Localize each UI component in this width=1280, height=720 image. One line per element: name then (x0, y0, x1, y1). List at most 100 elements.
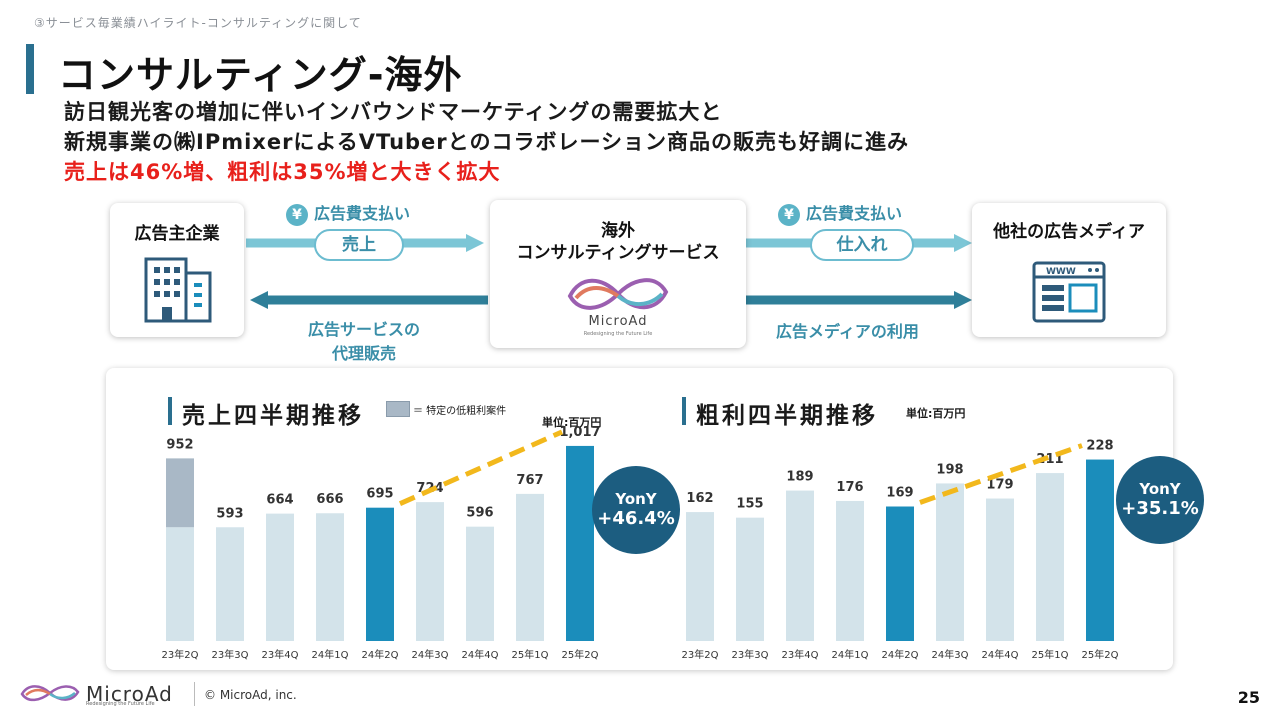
microad-logo-icon (567, 278, 669, 310)
bar-23年3Q (736, 517, 764, 641)
web-label: WWW (1046, 267, 1076, 277)
pay-label-left: ¥ 広告費支払い (286, 200, 410, 226)
bar-segment-low-margin-23年2Q (166, 458, 194, 528)
bar-23年4Q (786, 490, 814, 641)
arrow-service-head (250, 291, 268, 309)
media-use-label: 広告メディアの利用 (776, 322, 919, 341)
legend-label-low-margin: ＝ 特定の低粗利案件 (413, 406, 507, 417)
copyright: © MicroAd, inc. (204, 688, 297, 702)
bar-24年2Q (366, 507, 394, 641)
data-label-23年3Q: 593 (216, 506, 243, 521)
profit-unit: 単位:百万円 (906, 407, 966, 420)
sales-yony-value: +46.4% (597, 508, 675, 529)
bar-25年1Q (516, 493, 544, 641)
data-label-24年1Q: 666 (316, 492, 343, 507)
media-label: 他社の広告メディア (993, 222, 1145, 242)
web-page-icon: WWW (1032, 261, 1106, 323)
profit-yony-badge: YonY +35.1% (1116, 456, 1204, 544)
trend-arrow-0 (398, 429, 564, 506)
bar-25年2Q (1086, 459, 1114, 641)
sales-chart-title-bar (168, 397, 172, 425)
bar-23年2Q (686, 512, 714, 641)
data-label-23年3Q: 155 (736, 497, 763, 512)
category-label-23年3Q: 23年3Q (732, 648, 769, 661)
data-label-23年2Q: 162 (686, 491, 713, 506)
microad-logo-text: MicroAd (588, 314, 648, 329)
category-label-23年2Q: 23年2Q (682, 648, 719, 661)
category-label-24年2Q: 24年2Q (882, 648, 919, 661)
category-label-23年2Q: 23年2Q (162, 648, 199, 661)
bar-24年4Q (466, 526, 494, 641)
microad-logo-tagline: Redesigning the Future Life (583, 331, 653, 337)
data-label-25年2Q: 228 (1086, 439, 1113, 454)
title-accent-bar (26, 44, 34, 94)
arrow-sales-head (466, 234, 484, 252)
bar-25年2Q (566, 445, 594, 641)
sales-yony-label: YonY (615, 490, 657, 508)
footer-logo-tagline: Redesigning the Future Life (86, 701, 155, 707)
consulting-label-line1: 海外 (601, 221, 635, 241)
media-box: 他社の広告メディア WWW (972, 203, 1166, 337)
legend-swatch-low-margin (386, 401, 410, 417)
category-label-23年4Q: 23年4Q (782, 648, 819, 661)
advertiser-label: 広告主企業 (134, 224, 220, 244)
data-label-23年2Q: 952 (166, 437, 193, 452)
data-label-23年4Q: 664 (266, 493, 293, 508)
profit-yony-label: YonY (1139, 480, 1181, 498)
lead-line-2: 新規事業の㈱IPmixerによるVTuberとのコラボレーション商品の販売も好調… (64, 130, 910, 154)
lead-line-1: 訪日観光客の増加に伴いインバウンドマーケティングの需要拡大と (64, 100, 723, 124)
category-label-24年1Q: 24年1Q (832, 648, 869, 661)
bar-24年3Q (936, 483, 964, 641)
category-label-25年1Q: 25年1Q (1032, 648, 1069, 661)
data-label-24年4Q: 179 (986, 478, 1013, 493)
data-label-24年4Q: 596 (466, 506, 493, 521)
category-label-25年2Q: 25年2Q (1082, 648, 1119, 661)
lead-line-3: 売上は46%増、粗利は35%増と大きく拡大 (64, 160, 501, 184)
bar-24年1Q (316, 513, 344, 641)
category-label-24年4Q: 24年4Q (982, 648, 1019, 661)
page-number: 25 (1237, 688, 1260, 707)
profit-chart-title-bar (682, 397, 686, 425)
service-label: 広告サービスの 代理販売 (307, 320, 420, 363)
bar-24年2Q (886, 506, 914, 641)
profit-yony-value: +35.1% (1121, 498, 1199, 519)
yen-icon: ¥ (778, 203, 800, 226)
data-label-24年2Q: 169 (886, 486, 913, 501)
data-label-24年2Q: 695 (366, 487, 393, 502)
sales-yony-badge: YonY +46.4% (592, 466, 680, 554)
data-label-25年1Q: 767 (516, 473, 543, 488)
bar-24年3Q (416, 502, 444, 641)
category-label-24年3Q: 24年3Q (932, 648, 969, 661)
bar-24年1Q (836, 500, 864, 641)
consulting-label-line2: コンサルティングサービス (516, 243, 720, 263)
bar-23年4Q (266, 513, 294, 641)
sales-chart-title: 売上四半期推移 (182, 403, 364, 429)
footer-logo-icon (20, 685, 80, 702)
category-label-24年1Q: 24年1Q (312, 648, 349, 661)
arrow-media-head (954, 291, 972, 309)
page-title: コンサルティング-海外 (58, 53, 463, 97)
sales-unit: 単位:百万円 (542, 416, 602, 429)
consulting-service-box: 海外 コンサルティングサービス MicroAd Redesigning the … (490, 200, 746, 348)
category-label-23年4Q: 23年4Q (262, 648, 299, 661)
category-label-24年3Q: 24年3Q (412, 648, 449, 661)
footer-divider (194, 682, 195, 706)
sales-pill: 売上 (314, 229, 404, 261)
building-icon (144, 257, 212, 323)
pay-label-right: ¥ 広告費支払い (778, 200, 902, 226)
data-label-24年3Q: 198 (936, 462, 963, 477)
profit-chart-title: 粗利四半期推移 (696, 403, 878, 429)
bar-23年3Q (216, 527, 244, 641)
arrow-purchase-head (954, 234, 972, 252)
data-label-25年2Q: 1,017 (559, 425, 600, 440)
bar-25年1Q (1036, 473, 1064, 641)
bar-24年4Q (986, 498, 1014, 641)
purchase-pill: 仕入れ (810, 229, 914, 261)
category-label-25年1Q: 25年1Q (512, 648, 549, 661)
bar-23年2Q (166, 527, 194, 641)
category-label-24年2Q: 24年2Q (362, 648, 399, 661)
category-label-25年2Q: 25年2Q (562, 648, 599, 661)
data-label-24年1Q: 176 (836, 480, 863, 495)
data-label-23年4Q: 189 (786, 470, 813, 485)
